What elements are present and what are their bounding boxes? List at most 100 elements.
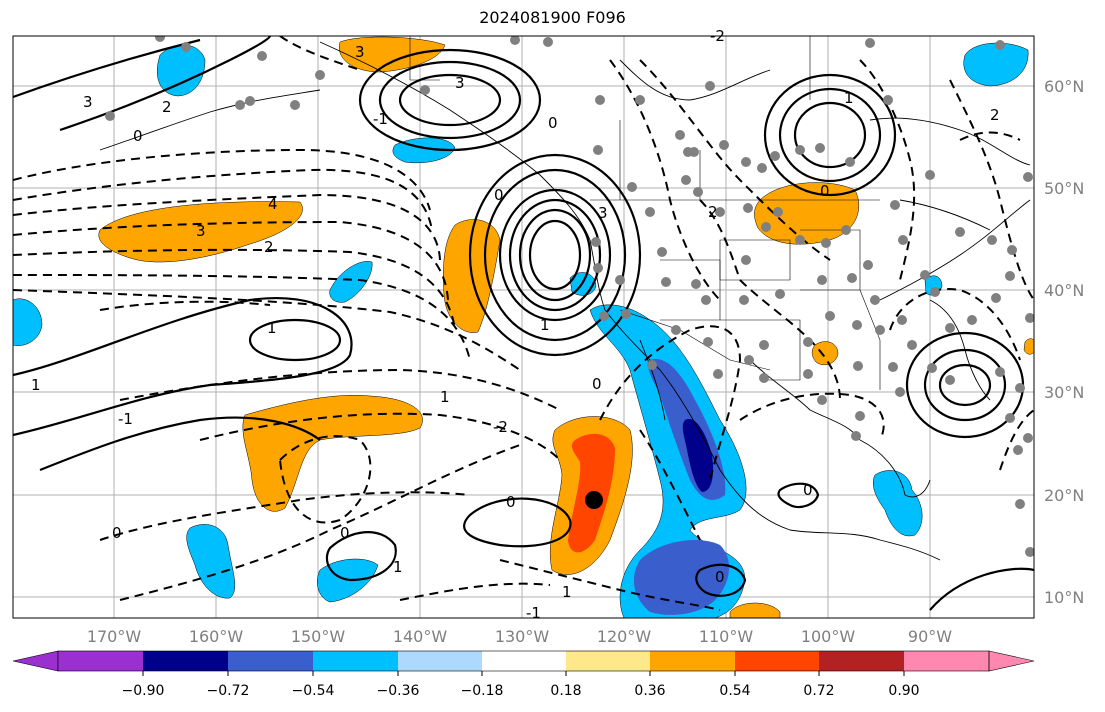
anomaly-cyan-caribbean xyxy=(872,470,923,537)
center-east xyxy=(938,363,992,407)
lon-label: 110°W xyxy=(699,627,754,646)
high-center-gulf xyxy=(398,73,502,127)
center-canada xyxy=(793,101,867,169)
contour-label: 2 xyxy=(990,106,1000,124)
colorbar-segment xyxy=(143,651,228,671)
latitude-axis: 60°N 50°N 40°N 30°N 20°N 10°N xyxy=(1044,77,1084,607)
lon-label: 170°W xyxy=(87,627,142,646)
contour-label: 3 xyxy=(83,93,93,111)
colorbar-segment xyxy=(650,651,735,671)
colorbar-segment xyxy=(482,651,566,671)
colorbar-segment xyxy=(228,651,313,671)
contour-label: -2 xyxy=(710,27,725,45)
colorbar-tick-label: −0.72 xyxy=(207,683,250,699)
anomaly-orange-texas xyxy=(811,341,839,365)
anomaly-orange-plains xyxy=(754,182,860,245)
colorbar-tick-label: 0.90 xyxy=(888,683,919,699)
lat-label: 30°N xyxy=(1044,383,1084,402)
contour-label-group: 3 2 0 3 -1 3 4 3 2 0 1 1 0 1 1 -1 0 -2 0… xyxy=(31,27,1000,622)
lon-label: 140°W xyxy=(393,627,448,646)
contour-label: 1 xyxy=(540,316,550,334)
colorbar-segment xyxy=(398,651,482,671)
colorbar-segment xyxy=(566,651,650,671)
lon-label: 90°W xyxy=(908,627,952,646)
anomaly-orange-south xyxy=(729,602,781,618)
colorbar-tick-label: −0.90 xyxy=(122,683,165,699)
contour-label: 1 xyxy=(31,376,41,394)
contour-label: 1 xyxy=(393,558,403,576)
colorbar-tick-label: 0.18 xyxy=(550,683,581,699)
contour-label: 0 xyxy=(494,186,504,204)
anomaly-navy-mexico xyxy=(682,419,714,492)
anomaly-blue-south xyxy=(633,540,730,615)
contour-label: 0 xyxy=(506,493,516,511)
contour-label: 2 xyxy=(264,238,274,256)
lon-label: 160°W xyxy=(189,627,244,646)
lat-label: 20°N xyxy=(1044,486,1084,505)
lon-label: 150°W xyxy=(291,627,346,646)
colorbar-segment xyxy=(58,651,143,671)
anomaly-cyan-pacific xyxy=(329,261,373,303)
observation-stations xyxy=(105,36,1034,557)
colorbar-segment xyxy=(904,651,989,671)
anomaly-cyan-west-edge xyxy=(13,298,43,346)
contour-label: -1 xyxy=(373,110,388,128)
colorbar-max-extension xyxy=(988,650,1035,672)
lat-label: 40°N xyxy=(1044,281,1084,300)
storm-center-marker xyxy=(585,491,603,509)
contour-label: 3 xyxy=(598,204,608,222)
contour-label: -2 xyxy=(493,418,508,436)
anomaly-orange-east xyxy=(1023,338,1034,355)
negative-anomaly-areas xyxy=(13,42,1029,618)
contour-label: 2 xyxy=(708,203,718,221)
contour-label: 0 xyxy=(715,568,725,586)
anomaly-orange-north-pacific xyxy=(98,201,303,263)
contour-label: 4 xyxy=(268,195,278,213)
contour-label: 0 xyxy=(340,524,350,542)
map-frame xyxy=(12,35,1035,619)
anomaly-cyan-central xyxy=(186,524,236,599)
colorbar-segment xyxy=(819,651,904,671)
colorbar-tick-label: −0.54 xyxy=(292,683,335,699)
colorbar-tick-label: 0.54 xyxy=(719,683,750,699)
positive-contours xyxy=(13,36,1034,611)
negative-contours xyxy=(13,36,1034,611)
lon-label: 120°W xyxy=(597,627,652,646)
colorbar: −0.90 −0.72 −0.54 −0.36 −0.18 0.18 0.36 … xyxy=(12,650,1035,699)
contour-label: -1 xyxy=(118,410,133,428)
low-center-coast xyxy=(498,188,612,322)
contour-label: 1 xyxy=(562,583,572,601)
colorbar-tick-label: 0.36 xyxy=(634,683,665,699)
contour-label: 3 xyxy=(196,222,206,240)
contour-label: 0 xyxy=(820,182,830,200)
lon-label: 100°W xyxy=(801,627,856,646)
lat-label: 10°N xyxy=(1044,588,1084,607)
anomaly-cyan-hudson xyxy=(963,42,1029,87)
contour-label: 1 xyxy=(267,319,277,337)
lat-label: 50°N xyxy=(1044,179,1084,198)
colorbar-tick-label: −0.36 xyxy=(377,683,420,699)
longitude-axis: 170°W 160°W 150°W 140°W 130°W 120°W 110°… xyxy=(87,627,952,646)
contour-label: 1 xyxy=(844,89,854,107)
contour-label: 3 xyxy=(455,74,465,92)
contour-label: 0 xyxy=(112,524,122,542)
colorbar-segment xyxy=(313,651,398,671)
contour-label: 3 xyxy=(355,43,365,61)
contour-label: 0 xyxy=(548,114,558,132)
map-title: 2024081900 F096 xyxy=(479,8,626,27)
colorbar-tick-label: −0.18 xyxy=(461,683,504,699)
contour-label: 0 xyxy=(133,127,143,145)
contour-label: 0 xyxy=(803,481,813,499)
colorbar-min-extension xyxy=(12,650,59,672)
lat-label: 60°N xyxy=(1044,77,1084,96)
colorbar-tick-label: 0.72 xyxy=(803,683,834,699)
colorbar-segment xyxy=(735,651,819,671)
contour-label: 0 xyxy=(592,375,602,393)
contour-label: -1 xyxy=(526,604,541,622)
center-west-pacific xyxy=(248,318,342,362)
lon-label: 130°W xyxy=(495,627,550,646)
contour-label: 2 xyxy=(162,98,172,116)
map-plot-area xyxy=(13,36,1034,618)
contour-label: 1 xyxy=(440,388,450,406)
